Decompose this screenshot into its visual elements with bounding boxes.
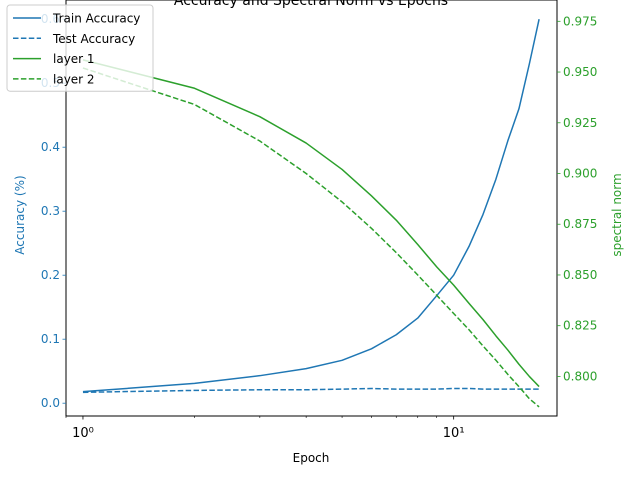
legend-label: Train Accuracy	[52, 12, 140, 26]
y-right-tick-label: 0.925	[563, 116, 597, 130]
y-right-tick-label: 0.900	[563, 167, 597, 181]
y-left-tick-label: 0.2	[41, 268, 60, 282]
plot-marks	[82, 19, 540, 408]
x-axis: 10⁰ 10¹	[65, 416, 465, 441]
y-left-tick-label: 0.0	[41, 396, 60, 410]
y-axis-right: 0.800 0.825 0.850 0.875 0.900 0.925 0.950 0.975	[557, 14, 597, 383]
legend-label: layer 2	[53, 72, 95, 86]
y-right-tick-label: 0.950	[563, 65, 597, 79]
x-tick-label: 10¹	[443, 426, 465, 441]
legend-box	[6, 4, 154, 92]
y-right-tick-label: 0.850	[563, 268, 597, 282]
x-tick-label: 10⁰	[72, 426, 94, 441]
legend-label: layer 1	[53, 52, 95, 66]
series-line-3	[82, 59, 540, 388]
series-line-2	[82, 387, 540, 394]
y-left-tick-label: 0.1	[41, 332, 60, 346]
y-right-tick-label: 0.975	[563, 14, 597, 28]
y-axis-right-label: spectral norm	[610, 173, 624, 256]
plot-frame	[65, 0, 558, 417]
y-right-tick-label: 0.875	[563, 217, 597, 231]
legend: Train Accuracy Test Accuracy layer 1 layer …	[6, 4, 154, 92]
y-right-tick-label: 0.800	[563, 369, 597, 383]
x-axis-label: Epoch	[293, 451, 330, 465]
series-line-4	[82, 67, 540, 408]
y-left-tick-label: 0.4	[41, 140, 60, 154]
legend-label: Test Accuracy	[52, 32, 135, 46]
y-right-tick-label: 0.825	[563, 319, 597, 333]
y-left-tick-label: 0.3	[41, 204, 60, 218]
y-axis-left-label: Accuracy (%)	[13, 175, 27, 254]
chart-title: Accuracy and Spectral Norm vs Epochs	[174, 0, 448, 9]
